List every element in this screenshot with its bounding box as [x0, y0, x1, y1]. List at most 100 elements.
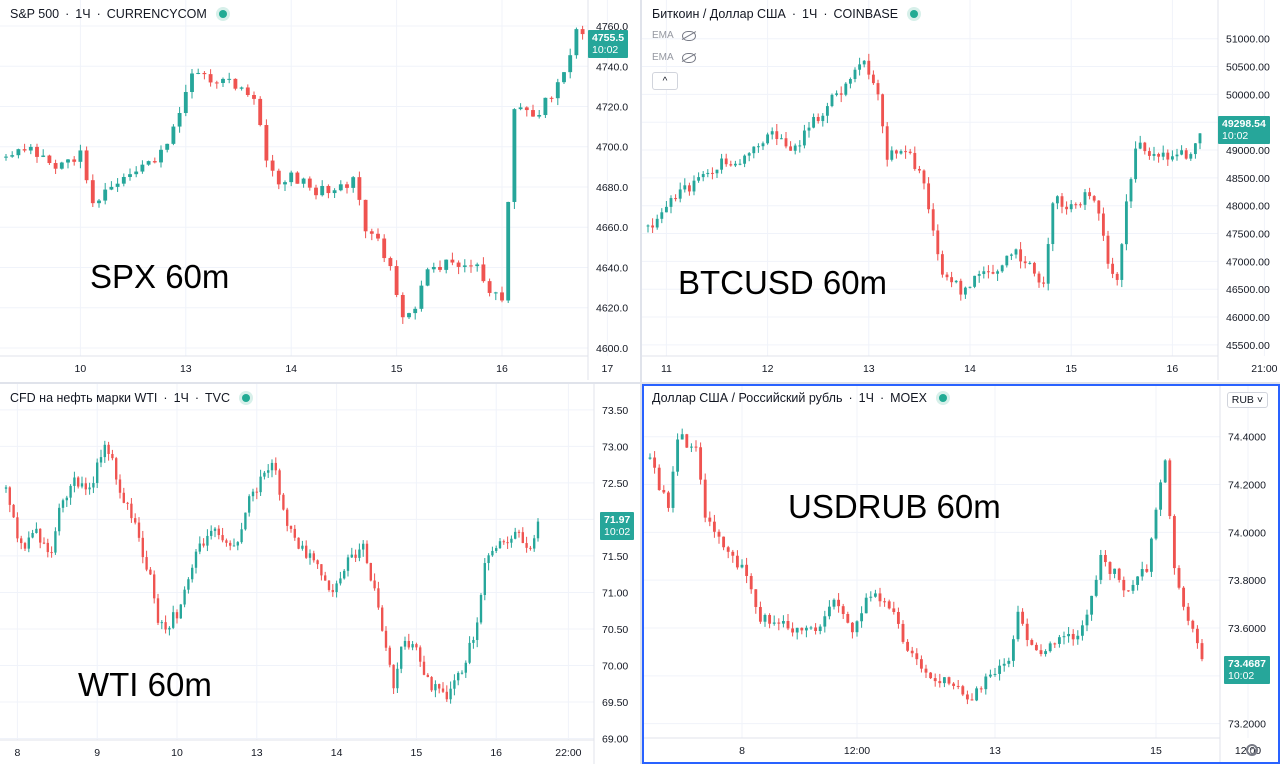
candle: [699, 442, 703, 485]
y-tick-label: 4700.0: [596, 142, 628, 154]
candle: [289, 170, 294, 187]
candle: [191, 564, 194, 583]
candle: [1106, 230, 1110, 269]
chart-pane-btc[interactable]: 51000.0050500.0050000.0049500.0049000.00…: [642, 0, 1280, 382]
candle: [450, 252, 455, 266]
wti-symbol[interactable]: CFD на нефть марки WTI: [10, 391, 158, 405]
grid: [642, 0, 1265, 356]
candle: [933, 673, 937, 687]
candle: [152, 157, 157, 164]
candle: [107, 441, 110, 461]
candle: [1071, 629, 1075, 646]
spx-chart-svg[interactable]: 4760.0 4740.0 4720.0 4700.0 4680.0 4660.0 4640…: [0, 0, 640, 382]
candle: [648, 453, 652, 460]
pane-divider-horizontal[interactable]: [0, 382, 1280, 384]
y-tick-label: 73.50: [602, 405, 628, 417]
btc-chart-svg[interactable]: 51000.0050500.0050000.0049500.0049000.00…: [642, 0, 1280, 382]
usdrub-source: MOEX: [890, 391, 927, 405]
candle: [59, 161, 64, 170]
candle: [536, 518, 540, 542]
candle: [1177, 565, 1181, 590]
candle: [887, 599, 891, 610]
candle: [97, 198, 101, 208]
hidden-eye-icon[interactable]: [681, 52, 696, 63]
candle: [1034, 642, 1038, 651]
candle: [986, 265, 990, 279]
market-status-icon: [218, 10, 227, 18]
candle: [899, 149, 903, 155]
candle: [156, 593, 160, 626]
candle: [363, 199, 368, 239]
candle: [1143, 141, 1147, 155]
usdrub-chart-svg[interactable]: 74.400074.200074.000073.800073.600073.40…: [644, 386, 1278, 762]
candle: [1129, 177, 1133, 208]
candle: [1122, 576, 1126, 598]
candle: [1168, 458, 1172, 520]
candle: [1134, 141, 1138, 183]
gear-icon[interactable]: [1246, 744, 1258, 756]
candle: [339, 571, 342, 586]
candle: [802, 124, 806, 149]
candle: [122, 487, 125, 504]
candle: [35, 143, 39, 163]
candle: [970, 693, 974, 701]
spx-countdown: 10:02: [592, 44, 619, 56]
wti-source: TVC: [205, 391, 231, 405]
ema-indicator-2[interactable]: EMA: [652, 52, 696, 63]
candle: [425, 267, 430, 287]
candle: [293, 524, 296, 541]
spx-symbol[interactable]: S&P 500: [10, 7, 60, 21]
candle: [991, 264, 995, 275]
hidden-eye-icon[interactable]: [681, 30, 696, 41]
btc-interval[interactable]: 1Ч: [802, 7, 818, 21]
candle: [1131, 580, 1135, 594]
candle: [743, 154, 747, 168]
chart-pane-spx[interactable]: 4760.0 4740.0 4720.0 4700.0 4680.0 4660.0 4640…: [0, 0, 640, 382]
btc-symbol[interactable]: Биткоин / Доллар США: [652, 7, 786, 21]
candle: [1140, 561, 1144, 581]
usdrub-symbol[interactable]: Доллар США / Российский рубль: [652, 391, 843, 405]
candle: [701, 171, 705, 182]
candle: [749, 573, 753, 594]
candle: [1149, 537, 1153, 577]
candle: [320, 564, 323, 581]
usdrub-interval[interactable]: 1Ч: [858, 391, 874, 405]
candle: [39, 528, 42, 549]
usdrub-last-price-label: 73.4687 10:02: [1224, 656, 1270, 684]
x-tick-label: 12:00: [844, 745, 870, 757]
market-status-icon: [242, 394, 251, 402]
y-tick-label: 50500.00: [1226, 62, 1270, 74]
collapse-indicators-button[interactable]: ^: [652, 72, 678, 90]
candle: [766, 132, 770, 145]
candle: [1092, 195, 1096, 203]
wti-legend: CFD на нефть марки WTI · 1Ч · TVC: [10, 391, 251, 405]
currency-select-button[interactable]: RUB ˅: [1226, 392, 1268, 408]
x-tick-label: 15: [411, 747, 423, 759]
y-tick-label: 47500.00: [1226, 229, 1270, 241]
x-tick-label: 13: [251, 747, 263, 759]
candle: [855, 620, 859, 637]
chart-pane-usdrub[interactable]: 74.400074.200074.000073.800073.600073.40…: [642, 384, 1280, 764]
chart-pane-wti[interactable]: 73.5073.0072.5072.0071.5071.0070.5070.00…: [0, 384, 640, 764]
usdrub-watermark: USDRUB 60m: [788, 488, 1001, 525]
candle: [411, 641, 414, 651]
candle: [692, 175, 696, 196]
candle: [1117, 567, 1121, 583]
candle: [853, 67, 857, 83]
candle: [807, 121, 811, 138]
candle: [213, 527, 217, 538]
wti-chart-svg[interactable]: 73.5073.0072.5072.0071.5071.0070.5070.00…: [0, 384, 640, 764]
candle: [1145, 564, 1149, 573]
candle: [460, 670, 464, 675]
candle: [506, 201, 511, 304]
candle: [529, 545, 532, 551]
candle: [1099, 549, 1103, 585]
wti-interval[interactable]: 1Ч: [173, 391, 189, 405]
candle: [221, 77, 225, 87]
candle: [312, 550, 315, 563]
candle: [137, 517, 141, 542]
y-tick-label: 70.50: [602, 624, 628, 636]
ema-indicator-1[interactable]: EMA: [652, 30, 696, 41]
candle: [153, 570, 156, 604]
spx-interval[interactable]: 1Ч: [75, 7, 91, 21]
